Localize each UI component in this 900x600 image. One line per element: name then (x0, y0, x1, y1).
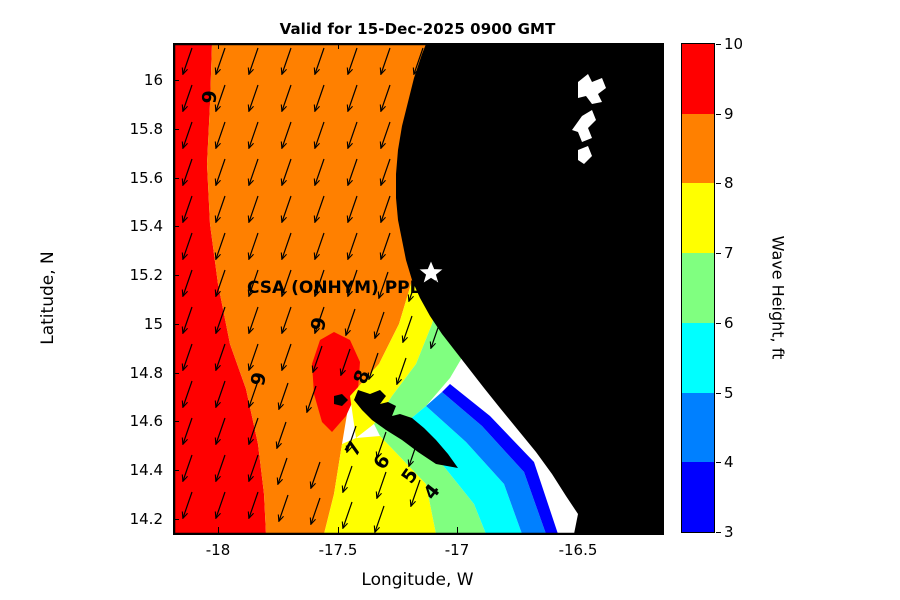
map-plot-area[interactable]: 9 8 7 9 6 9 9 8 7 6 5 4 (173, 43, 664, 535)
x-tick-label: -16.5 (558, 541, 598, 559)
y-tick-label: 15.6 (129, 168, 163, 187)
x-tick-label: -18 (205, 541, 231, 559)
wave-height-map: 9 8 7 9 6 9 9 8 7 6 5 4 (174, 44, 663, 534)
y-tick-mark (173, 226, 179, 228)
y-tick-label: 15 (143, 314, 163, 333)
colorbar-segment (682, 322, 714, 393)
colorbar-tick-label: 5 (724, 383, 734, 402)
y-tick-mark (173, 323, 179, 325)
contour-label: 9 (519, 81, 543, 99)
y-tick-mark-right (656, 323, 662, 325)
colorbar-tick-label: 9 (724, 104, 734, 123)
y-tick-mark-right (656, 519, 662, 520)
y-tick-label: 14.6 (129, 412, 163, 431)
y-tick-mark (173, 177, 179, 179)
y-tick-label: 16 (143, 71, 163, 89)
y-tick-mark-right (656, 275, 662, 277)
y-tick-mark (173, 421, 179, 423)
colorbar-segment (682, 462, 714, 532)
x-tick-label: -17.5 (318, 541, 358, 559)
x-axis-title: Longitude, W (361, 570, 474, 590)
contour-label: 6 (515, 147, 539, 165)
y-tick-mark-right (656, 177, 662, 179)
y-tick-mark (173, 80, 179, 81)
colorbar-segment (682, 44, 714, 114)
colorbar-tick-label: 10 (724, 35, 744, 53)
y-tick-mark (173, 470, 179, 472)
colorbar-tick-mark (716, 532, 721, 533)
contour-label: 9 (247, 370, 271, 388)
y-tick-mark (173, 275, 179, 277)
contour-label: 9 (199, 90, 222, 105)
y-tick-mark (173, 519, 179, 520)
colorbar-segment (682, 392, 714, 463)
y-tick-mark (173, 372, 179, 374)
x-tick-mark-top (338, 43, 339, 49)
x-tick-label: -17 (444, 541, 470, 559)
y-tick-mark (173, 128, 179, 130)
colorbar-tick-mark (716, 322, 721, 324)
colorbar-segment (682, 113, 714, 184)
x-tick-mark (457, 527, 458, 533)
y-tick-label: 14.8 (129, 363, 163, 382)
colorbar-tick-label: 6 (724, 313, 734, 332)
colorbar-segment (682, 253, 714, 323)
colorbar[interactable] (681, 43, 715, 533)
y-tick-mark-right (656, 470, 662, 472)
x-tick-mark (218, 527, 219, 533)
y-tick-label: 15.8 (129, 119, 163, 138)
y-tick-mark-right (656, 128, 662, 130)
contour-label: 9 (307, 315, 331, 333)
colorbar-tick-mark (716, 113, 721, 115)
y-tick-mark-right (656, 226, 662, 228)
y-tick-mark-right (656, 80, 662, 81)
x-tick-mark (338, 527, 339, 533)
x-tick-mark-top (578, 43, 579, 49)
y-tick-label: 14.4 (129, 461, 163, 480)
figure-title: Valid for 15-Dec-2025 0900 GMT (279, 20, 556, 38)
colorbar-tick-label: 7 (724, 244, 734, 263)
y-tick-label: 15.4 (129, 217, 163, 236)
y-axis-title: Latitude, N (38, 251, 58, 345)
colorbar-tick-label: 8 (724, 174, 734, 193)
y-tick-label: 14.2 (129, 510, 163, 528)
x-tick-mark-top (457, 43, 458, 49)
x-tick-mark (578, 527, 579, 533)
colorbar-tick-mark (716, 183, 721, 185)
colorbar-tick-mark (716, 44, 721, 45)
colorbar-tick-label: 4 (724, 453, 734, 472)
x-tick-mark-top (218, 43, 219, 49)
contour-label: 7 (471, 91, 496, 110)
colorbar-tick-label: 3 (724, 523, 734, 541)
colorbar-tick-mark (716, 392, 721, 394)
site-annotation-label: CSA (ONHYM) PPL E (247, 278, 438, 298)
colorbar-tick-mark (716, 253, 721, 255)
star-marker (416, 258, 446, 286)
colorbar-tick-mark (716, 462, 721, 464)
colorbar-segment (682, 183, 714, 254)
y-tick-mark-right (656, 421, 662, 423)
contour-label: 8 (423, 97, 448, 115)
y-tick-label: 15.2 (129, 266, 163, 285)
colorbar-title: Wave Height, ft (768, 235, 788, 360)
y-tick-mark-right (656, 372, 662, 374)
